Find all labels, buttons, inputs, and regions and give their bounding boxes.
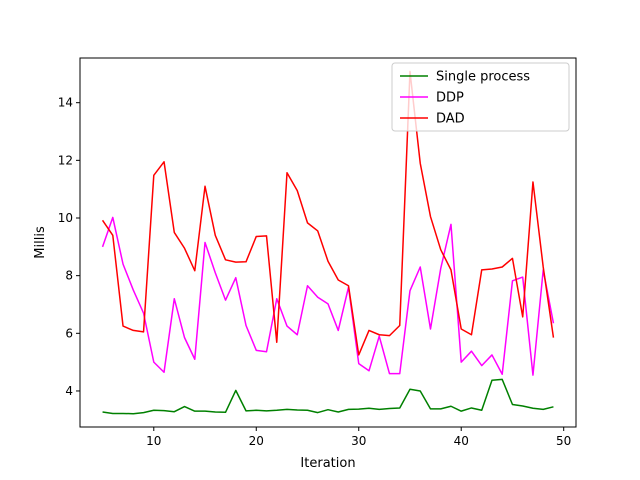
x-tick-label: 30 <box>351 434 366 448</box>
y-tick-label: 6 <box>65 326 73 340</box>
y-tick-label: 14 <box>58 96 73 110</box>
x-axis: 10 20 30 40 50 <box>146 427 571 448</box>
plot-frame <box>79 57 577 428</box>
legend-label-2: DAD <box>436 112 465 127</box>
series-line-2 <box>101 70 555 356</box>
x-tick-label: 20 <box>249 434 264 448</box>
legend-box <box>391 62 570 132</box>
y-tick-label: 12 <box>58 153 73 167</box>
legend: Single process DDP DAD <box>391 62 570 132</box>
series-layer <box>101 70 555 415</box>
x-axis-label: Iteration <box>300 456 355 471</box>
y-tick-label: 10 <box>58 211 73 225</box>
x-tick-label: 50 <box>556 434 571 448</box>
series-line-1 <box>101 216 555 376</box>
x-tick-label: 40 <box>454 434 469 448</box>
y-axis-label: Millis <box>33 226 48 259</box>
series-line-0 <box>102 378 554 415</box>
y-tick-label: 8 <box>65 269 73 283</box>
legend-label-1: DDP <box>436 91 464 106</box>
x-tick-label: 10 <box>146 434 161 448</box>
y-axis: 4 6 8 10 12 14 <box>58 96 80 398</box>
y-tick-label: 4 <box>65 384 73 398</box>
legend-label-0: Single process <box>436 70 530 85</box>
